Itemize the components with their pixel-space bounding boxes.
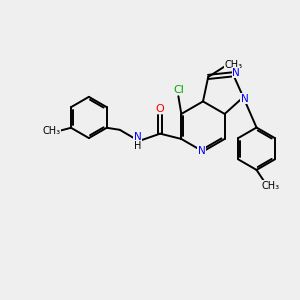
Text: H: H: [134, 141, 141, 151]
Text: Cl: Cl: [173, 85, 184, 95]
Text: N: N: [232, 68, 240, 78]
Text: CH₃: CH₃: [224, 60, 242, 70]
Text: N: N: [134, 132, 141, 142]
Text: CH₃: CH₃: [43, 126, 61, 136]
Text: N: N: [198, 146, 206, 157]
Text: O: O: [156, 103, 164, 114]
Text: N: N: [241, 94, 249, 104]
Text: CH₃: CH₃: [262, 181, 280, 191]
